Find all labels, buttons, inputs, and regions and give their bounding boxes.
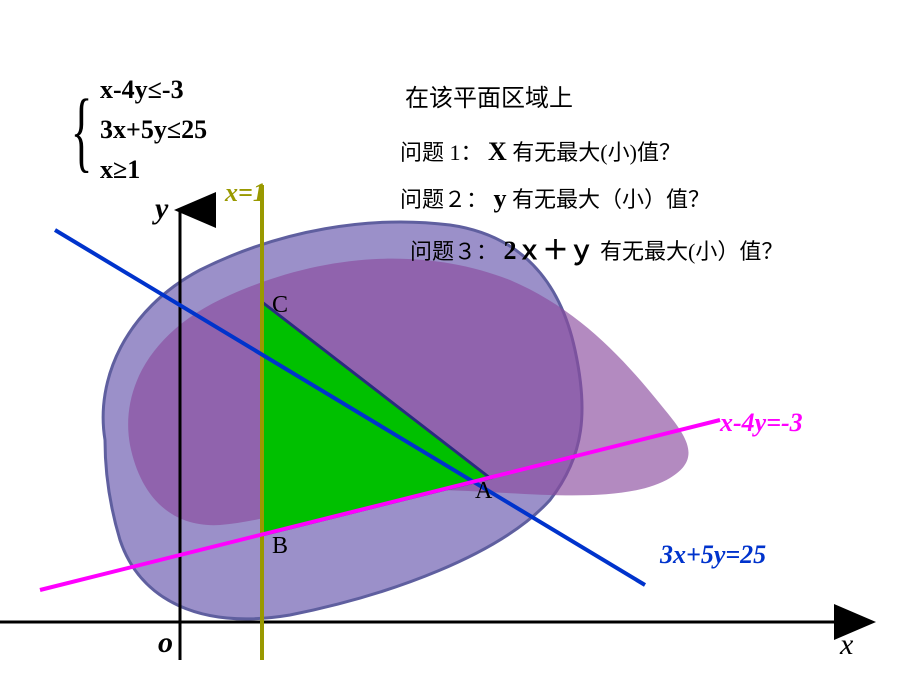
point-b-label: B (272, 533, 288, 560)
y-axis-label: y (155, 192, 168, 226)
q1-text: 有无最大(小)值？ (512, 140, 681, 165)
question-1: 问题 1： X 有无最大(小)值？ (400, 135, 681, 167)
q2-var: y (494, 184, 507, 213)
q3-label: 问题３： (410, 239, 498, 264)
point-a-label: A (475, 478, 492, 505)
region-title: 在该平面区域上 (405, 78, 573, 113)
question-2: 问题２： y 有无最大（小）值？ (400, 182, 710, 214)
constraint-1: x-4y≤-3 (100, 75, 184, 105)
magenta-line-label: x-4y=-3 (720, 408, 803, 438)
x-axis-label: x (840, 628, 853, 662)
constraint-2: 3x+5y≤25 (100, 115, 207, 145)
constraint-brace: { (71, 80, 93, 183)
origin-label: o (158, 626, 173, 660)
q2-text: 有无最大（小）值？ (512, 187, 710, 212)
q1-label: 问题 1： (400, 140, 483, 165)
blue-line-label: 3x+5y=25 (660, 540, 766, 570)
question-3: 问题３： 2ｘ＋ｙ 有无最大(小）值？ (410, 230, 783, 267)
q2-label: 问题２： (400, 187, 488, 212)
q3-text: 有无最大(小）值？ (600, 239, 783, 264)
q3-expr: 2ｘ＋ｙ (504, 236, 595, 265)
constraint-3: x≥1 (100, 155, 140, 185)
vertical-line-label: x=1 (225, 178, 266, 208)
q1-var: X (488, 137, 507, 166)
point-c-label: C (272, 292, 288, 319)
